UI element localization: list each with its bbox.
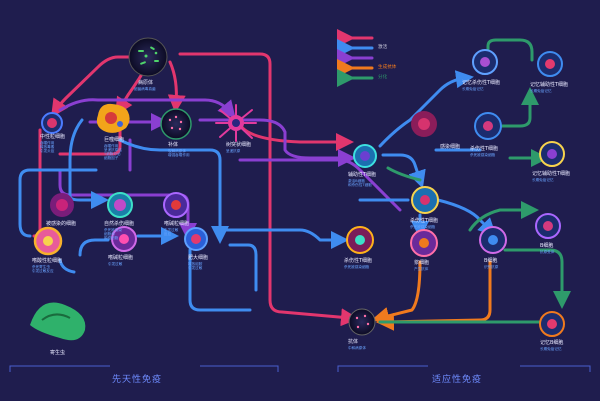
- label-eosinophil: 嗜酸性粒细胞: [32, 258, 63, 264]
- parasite-shape[interactable]: [30, 302, 86, 341]
- sub-helper-t-0: 激活B细胞: [348, 179, 365, 183]
- sub-mast-0: 释放组胺: [188, 262, 203, 266]
- legend-row-2: 激活: [352, 44, 462, 52]
- infected-cell[interactable]: [50, 193, 74, 217]
- mem-killer-cell[interactable]: [472, 49, 498, 75]
- mem-helper2-cell[interactable]: [539, 141, 565, 167]
- plasma-cell[interactable]: [410, 229, 438, 257]
- sub-neutrophil-0: 吞噬作用: [40, 141, 55, 145]
- legend-row-5: 分化: [352, 74, 462, 82]
- label-complement: 补体: [168, 142, 179, 148]
- label-mast: 肥大细胞: [188, 255, 209, 261]
- mem-helper-cell[interactable]: [537, 51, 563, 77]
- label-neutrophil: 中性粒细胞: [40, 134, 66, 140]
- sub-killer-t-0: 杀死被感染细胞: [470, 153, 496, 157]
- helper-t-cell[interactable]: [353, 144, 377, 168]
- macrophage-cell[interactable]: [96, 103, 130, 133]
- label-pathogen: 病原体: [138, 80, 154, 86]
- label-basophil2: 嗜碱粒细胞: [108, 255, 134, 261]
- sub-neutrophil-2: 引发炎症: [40, 149, 55, 153]
- killer-cell-low[interactable]: [346, 226, 374, 254]
- sub-mem-helper2-0: 长期免疫记忆: [532, 178, 554, 182]
- sub-macrophage-2: T细胞分泌: [104, 152, 121, 156]
- sub-basophil-1: 反应: [164, 232, 172, 236]
- sub-plasma-0: 产生抗体: [414, 267, 429, 271]
- dendritic-cell[interactable]: [215, 104, 257, 142]
- pathogen-cell[interactable]: [128, 37, 168, 77]
- sub-b-cell-0: 识别抗原: [484, 265, 499, 269]
- sub-macrophage-0: 吞噬作用: [104, 144, 119, 148]
- sub-macrophage-1: 呈递抗原给: [104, 148, 122, 152]
- sub-nk-2: 肿瘤细胞: [104, 236, 119, 240]
- sub-macrophage-3: 细胞因子: [104, 156, 119, 160]
- sub-helper-t-1: 和杀伤性T细胞: [348, 183, 372, 187]
- section-brackets: [9, 365, 591, 372]
- label-mem-b: 记忆B细胞: [540, 340, 564, 346]
- section-adaptive: 适应性免疫: [432, 375, 483, 385]
- sub-nk-0: 杀死被感染: [104, 228, 122, 232]
- sub-eosinophil-1: 引发过敏反应: [32, 269, 54, 273]
- section-innate: 先天性免疫: [112, 375, 163, 385]
- label-b-cell: B细胞: [484, 258, 498, 264]
- legend-row-4: 生成抗体: [352, 64, 462, 72]
- sub-mem-helper-0: 长期免疫记忆: [530, 89, 552, 93]
- legend-row-1: [352, 34, 462, 42]
- sub-antibody-0: 中和病原体: [348, 346, 366, 350]
- sub-killer-mid-0: 杀死被感染细胞: [410, 225, 436, 229]
- sub-neutrophil-1: 释放毒素: [40, 145, 55, 149]
- b-cell[interactable]: [479, 226, 507, 254]
- sub-pathogen: 细菌病毒真菌: [134, 87, 156, 91]
- t-cell-mid[interactable]: [411, 186, 439, 214]
- label-killer-t: 杀伤性T细胞: [470, 146, 499, 152]
- sub-mem-b-0: 长期免疫记忆: [540, 347, 562, 351]
- label-mem-helper: 记忆辅助性T细胞: [530, 82, 569, 88]
- sub-dendritic-0: 呈递抗原: [226, 149, 241, 153]
- label-nk: 自然杀伤细胞: [104, 221, 135, 227]
- sub-basophil2-0: 引发过敏: [108, 262, 123, 266]
- label-parasite: 寄生虫: [50, 350, 66, 356]
- label-helper-t: 辅助性T细胞: [348, 172, 377, 178]
- sub-complement-0: 裂解病原体: [168, 149, 186, 153]
- eosinophil-cell[interactable]: [33, 226, 63, 256]
- label-basophil: 嗜碱粒细胞: [164, 221, 190, 227]
- basophil2-cell[interactable]: [111, 226, 137, 252]
- complement-cell[interactable]: [160, 108, 192, 140]
- legend-label: 分化: [378, 75, 388, 80]
- sub-basophil-0: 引发过敏: [164, 228, 179, 232]
- legend-swatches: [337, 29, 374, 87]
- antibody-cell[interactable]: [348, 308, 376, 336]
- sub-b-mem-0: 抗原受体: [540, 250, 555, 254]
- label-macrophage: 巨噬细胞: [104, 137, 125, 143]
- sub-killer-low-0: 杀死被感染细胞: [344, 265, 370, 269]
- b-mem-cell[interactable]: [535, 213, 561, 239]
- legend-row-3: [352, 54, 462, 62]
- label-mem-helper2: 记忆辅助性T细胞: [532, 171, 571, 177]
- killer-t-cell[interactable]: [474, 112, 502, 140]
- neutrophil-cell[interactable]: [41, 112, 63, 134]
- label-antibody: 抗体: [348, 339, 359, 345]
- sub-mem-killer-0: 长期免疫记忆: [462, 87, 484, 91]
- legend-label: 生成抗体: [378, 65, 397, 70]
- sub-nk-1: 细胞和: [104, 232, 115, 236]
- mast-cell[interactable]: [184, 227, 208, 251]
- label-killer-mid: 杀伤性T细胞: [410, 218, 439, 224]
- sub-mast-1: 引发过敏: [188, 266, 203, 270]
- label-b-mem: B细胞: [540, 243, 554, 249]
- label-killer-low: 杀伤性T细胞: [344, 258, 373, 264]
- infected2-cell[interactable]: [411, 111, 437, 137]
- label-infected2: 感染细胞: [440, 144, 461, 150]
- mem-b-cell[interactable]: [539, 311, 565, 337]
- label-infected: 被感染的细胞: [46, 221, 77, 227]
- nk-cell[interactable]: [107, 192, 133, 218]
- legend-label: 激活: [378, 45, 388, 50]
- sub-eosinophil-0: 杀死寄生虫: [32, 265, 50, 269]
- sub-complement-1: 增强吞噬作用: [168, 153, 190, 157]
- basophil-cell[interactable]: [163, 192, 189, 218]
- label-plasma: 浆细胞: [414, 260, 430, 266]
- label-dendritic: 树突状细胞: [226, 142, 252, 148]
- label-mem-killer: 记忆杀伤性T细胞: [462, 80, 501, 86]
